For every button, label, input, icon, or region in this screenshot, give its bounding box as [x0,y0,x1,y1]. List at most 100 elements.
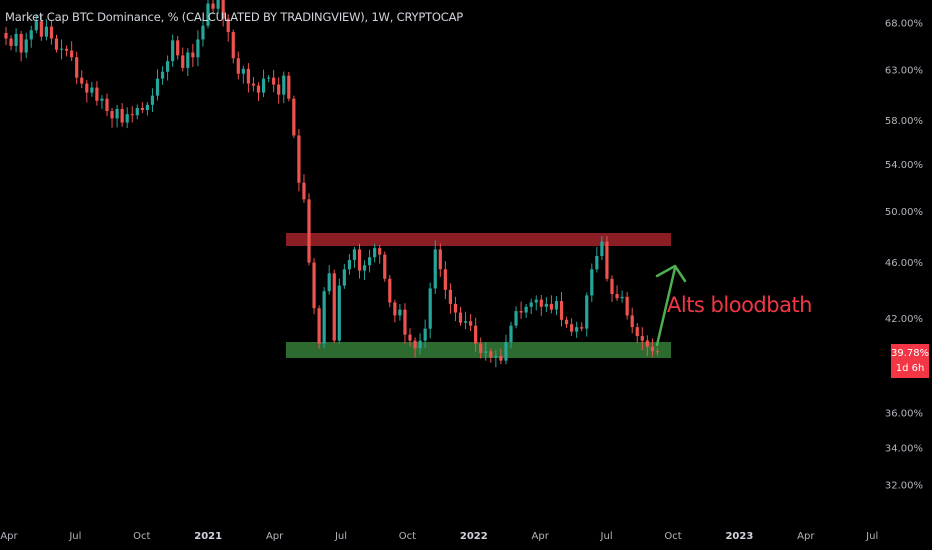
x-tick-label: 2023 [725,531,753,542]
candle-body [155,78,160,96]
candle-body [226,18,230,33]
candle-body [191,52,195,58]
candle-body [19,33,23,53]
candle-body [529,302,533,307]
candle-body [54,38,59,50]
candle-body [469,321,473,326]
candle-body [70,50,74,58]
candle-body [297,135,301,183]
candle-body [620,296,624,299]
candle-body [9,38,13,46]
candle-body [640,336,644,341]
x-tick-label: Apr [532,531,550,542]
candle-body [534,299,538,303]
candle-body [49,26,54,39]
candle-body [549,303,553,310]
candle-body [80,77,84,84]
candle-body [65,48,69,51]
last-price-value: 39.78% [891,348,930,359]
candle-body [201,25,205,40]
x-axis[interactable]: Apr Jul Oct 2021 Apr Jul Oct 2022 Apr Jul Oct 2023 A… [0,531,878,542]
y-tick-label: 32.00% [885,481,923,492]
candle-body [514,311,518,326]
candle-body [474,325,478,344]
candle-body [160,71,165,79]
candle-body [383,254,387,279]
candle-body [413,340,417,349]
x-tick-label: 2022 [460,531,488,542]
candle-body [479,343,483,353]
candle-body [585,295,589,329]
candle-body [317,308,321,344]
candle-body [378,248,382,255]
candle-body [105,98,109,112]
candle-body [357,249,362,271]
candle-body [39,21,43,37]
candle-body [610,278,614,295]
bar-countdown: 1d 6h [895,363,925,374]
candle-body [408,334,412,341]
y-tick-label: 58.00% [885,116,923,127]
y-axis[interactable]: 68.00% 63.00% 58.00% 54.00% 50.00% 46.00% 42.0… [885,19,923,492]
candle-body [59,48,64,50]
candle-body [484,351,488,353]
candle-body [499,355,503,361]
candle-body [625,296,629,316]
candle-body [312,262,316,309]
candle-body [373,248,377,258]
y-tick-label: 36.00% [885,408,923,419]
candle-body [590,269,594,296]
x-tick-label: Apr [0,531,18,542]
candle-body [241,68,245,74]
x-tick-label: Apr [797,531,815,542]
candle-body [433,249,437,289]
annotation-text: Alts bloodbath [667,293,812,317]
candle-body [509,325,513,343]
candle-body [327,273,331,292]
candle-body [605,241,609,279]
candle-body [14,33,18,46]
candle-body [231,32,235,59]
candle-body [267,77,271,79]
candle-body [216,0,220,9]
candle-body [615,294,619,299]
resistance-zone[interactable] [286,233,671,246]
candle-body [221,0,225,19]
candle-body [44,26,48,37]
candle-body [423,328,427,341]
candle-body [580,327,584,329]
candle-body [595,255,599,270]
x-tick-label: Jul [68,531,81,542]
candle-body [398,309,402,316]
candle-body [24,39,28,53]
x-tick-label: Oct [399,531,416,542]
x-tick-label: 2021 [194,531,222,542]
candle-body [140,107,144,111]
candle-body [307,199,311,263]
x-tick-label: Apr [266,531,284,542]
candle-body [453,303,458,313]
candle-body [166,61,170,72]
support-zone[interactable] [286,342,671,358]
candle-body [352,249,357,260]
candle-body [302,182,306,200]
candle-body [570,324,574,332]
arrow-head [655,264,687,283]
candle-body [176,40,180,56]
candle-body [332,273,336,341]
candle-body [403,309,407,335]
candle-body [246,68,250,84]
candle-body [181,55,185,68]
candle-body [120,108,124,123]
candle-body [4,32,8,39]
candle-body [150,95,155,105]
candle-body [544,303,548,307]
candle-body [650,346,654,352]
candle-body [448,289,452,304]
candles-layer [4,0,660,368]
candle-body [115,108,119,119]
candle-body [206,3,210,26]
y-tick-label: 54.00% [885,160,923,171]
y-tick-label: 42.00% [885,314,923,325]
